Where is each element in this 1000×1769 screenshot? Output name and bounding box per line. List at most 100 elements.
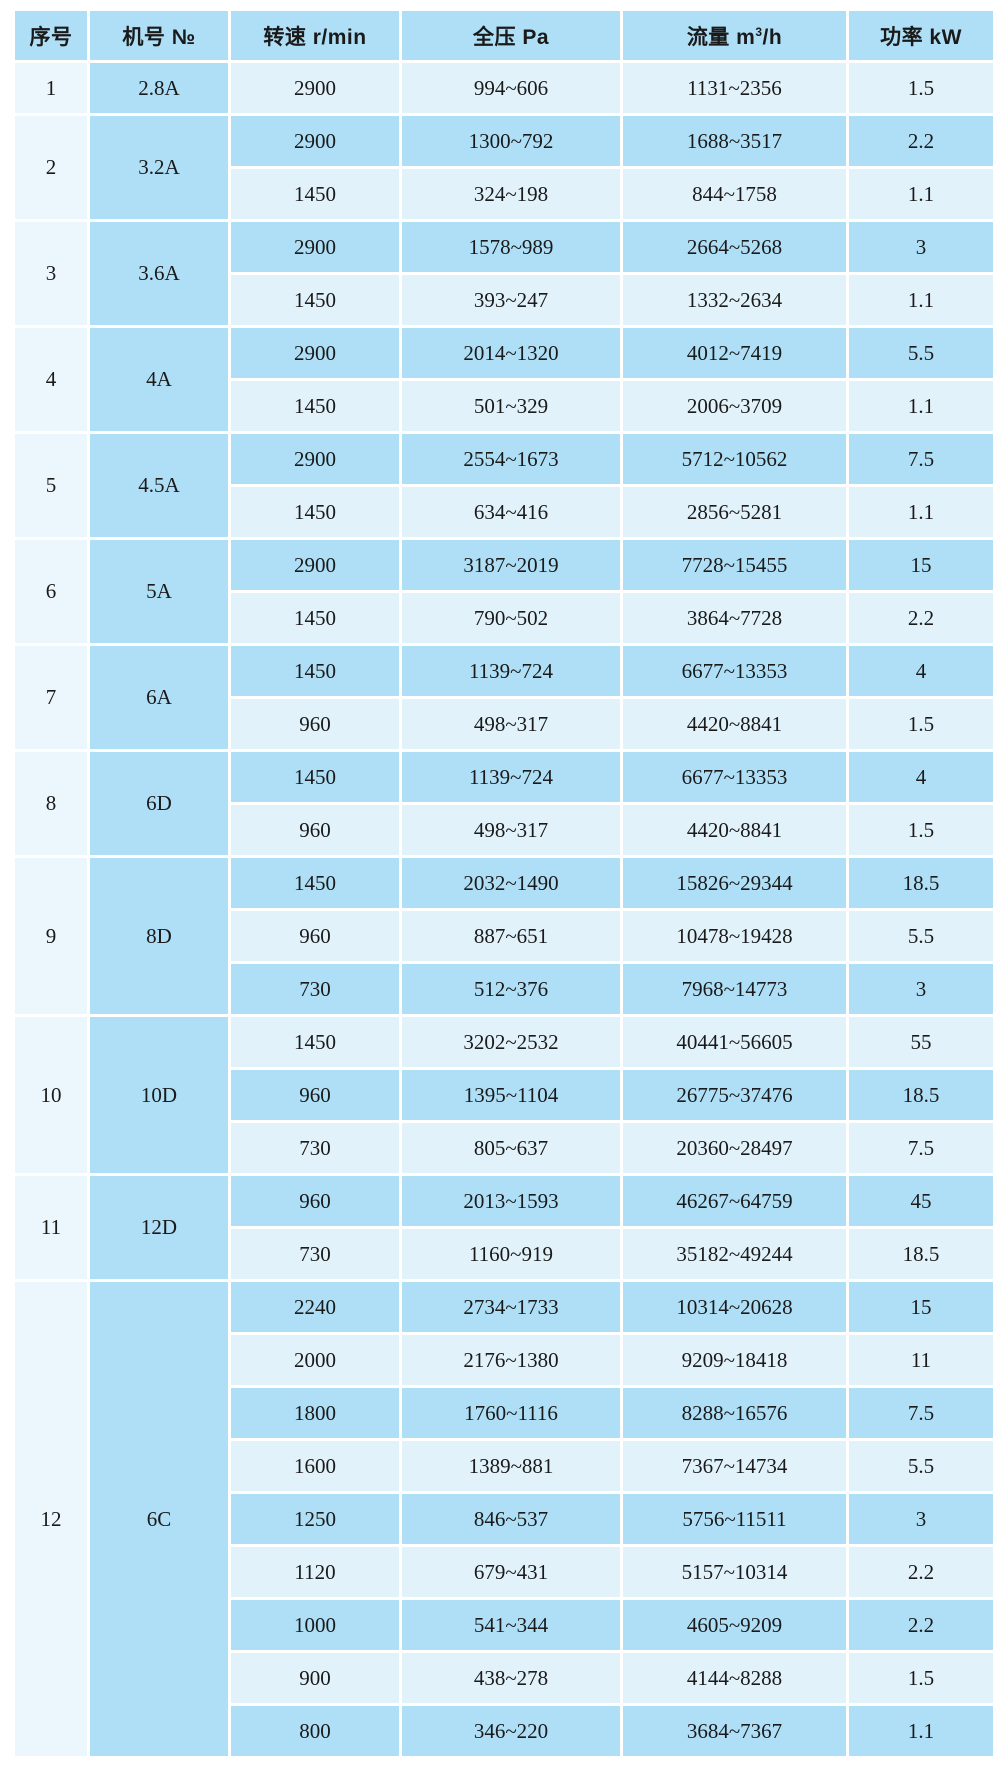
- power-cell: 15: [846, 1279, 996, 1335]
- table-row: 8 6D 1450 1139~724 6677~13353 4: [12, 749, 996, 858]
- flow-cell: 40441~56605: [620, 1014, 849, 1070]
- table-row: 730 1160~919 35182~49244 18.5: [14, 1226, 996, 1282]
- table-header: 序号 机号 № 转速 r/min 全压 Pa 流量 m3/h 功率 kW: [12, 8, 996, 63]
- flow-cell: 15826~29344: [620, 855, 849, 911]
- model-cell: 3.2A: [87, 113, 231, 222]
- model-cell: 6C: [87, 1279, 231, 1759]
- model-cell: 6D: [87, 749, 231, 858]
- power-cell: 3: [846, 1491, 996, 1547]
- power-cell: 55: [846, 1014, 996, 1070]
- speed-cell: 800: [228, 1703, 402, 1759]
- speed-cell: 2900: [228, 219, 402, 275]
- serial-cell: 3: [12, 219, 90, 328]
- speed-cell: 1450: [228, 643, 402, 699]
- speed-cell: 2900: [228, 537, 402, 593]
- speed-cell: 1450: [228, 590, 402, 646]
- pressure-cell: 994~606: [399, 60, 623, 116]
- flow-cell: 4420~8841: [620, 802, 849, 858]
- power-cell: 5.5: [846, 325, 996, 381]
- flow-cell: 3684~7367: [620, 1703, 849, 1759]
- flow-cell: 7367~14734: [620, 1438, 849, 1494]
- flow-cell: 844~1758: [620, 166, 849, 222]
- model-cell: 4.5A: [87, 431, 231, 540]
- pressure-cell: 805~637: [399, 1120, 623, 1176]
- pressure-cell: 679~431: [399, 1544, 623, 1600]
- pressure-cell: 2014~1320: [399, 325, 623, 381]
- power-cell: 1.5: [846, 696, 996, 752]
- table-row: 1450 501~329 2006~3709 1.1: [14, 378, 996, 434]
- speed-cell: 730: [228, 1226, 402, 1282]
- pressure-cell: 846~537: [399, 1491, 623, 1547]
- power-cell: 7.5: [846, 1120, 996, 1176]
- pressure-cell: 2032~1490: [399, 855, 623, 911]
- pressure-cell: 1578~989: [399, 219, 623, 275]
- table-row: 960 498~317 4420~8841 1.5: [14, 802, 996, 858]
- power-cell: 11: [846, 1332, 996, 1388]
- flow-cell: 3864~7728: [620, 590, 849, 646]
- power-cell: 15: [846, 537, 996, 593]
- col-header-serial: 序号: [12, 8, 90, 63]
- flow-cell: 4605~9209: [620, 1597, 849, 1653]
- speed-cell: 1450: [228, 272, 402, 328]
- flow-cell: 6677~13353: [620, 643, 849, 699]
- flow-cell: 1688~3517: [620, 113, 849, 169]
- flow-cell: 8288~16576: [620, 1385, 849, 1441]
- pressure-cell: 324~198: [399, 166, 623, 222]
- table-row: 11 12D 960 2013~1593 46267~64759 45: [12, 1173, 996, 1282]
- flow-cell: 6677~13353: [620, 749, 849, 805]
- pressure-cell: 498~317: [399, 696, 623, 752]
- speed-cell: 1450: [228, 855, 402, 911]
- table-row: 730 512~376 7968~14773 3: [14, 961, 996, 1017]
- pressure-cell: 1395~1104: [399, 1067, 623, 1123]
- serial-cell: 5: [12, 431, 90, 540]
- table-row: 7 6A 1450 1139~724 6677~13353 4: [12, 643, 996, 752]
- pressure-cell: 2176~1380: [399, 1332, 623, 1388]
- power-cell: 5.5: [846, 1438, 996, 1494]
- power-cell: 2.2: [846, 590, 996, 646]
- col-header-power: 功率 kW: [846, 8, 996, 63]
- flow-cell: 7728~15455: [620, 537, 849, 593]
- serial-cell: 10: [12, 1014, 90, 1176]
- pressure-cell: 1139~724: [399, 643, 623, 699]
- flow-cell: 5157~10314: [620, 1544, 849, 1600]
- serial-cell: 11: [12, 1173, 90, 1282]
- pressure-cell: 1300~792: [399, 113, 623, 169]
- model-cell: 3.6A: [87, 219, 231, 328]
- power-cell: 2.2: [846, 113, 996, 169]
- pressure-cell: 1160~919: [399, 1226, 623, 1282]
- speed-cell: 960: [228, 908, 402, 964]
- flow-cell: 10314~20628: [620, 1279, 849, 1335]
- table-row: 1450 393~247 1332~2634 1.1: [14, 272, 996, 328]
- flow-cell: 10478~19428: [620, 908, 849, 964]
- table-row: 1000 541~344 4605~9209 2.2: [14, 1597, 996, 1653]
- flow-cell: 26775~37476: [620, 1067, 849, 1123]
- table-row: 12 6C 2240 2734~1733 10314~20628 15: [12, 1279, 996, 1759]
- power-cell: 7.5: [846, 431, 996, 487]
- speed-cell: 960: [228, 1067, 402, 1123]
- table-row: 960 498~317 4420~8841 1.5: [14, 696, 996, 752]
- power-cell: 1.5: [846, 1650, 996, 1706]
- model-cell: 2.8A: [87, 60, 231, 116]
- speed-cell: 960: [228, 802, 402, 858]
- power-cell: 18.5: [846, 855, 996, 911]
- speed-cell: 730: [228, 1120, 402, 1176]
- speed-cell: 1800: [228, 1385, 402, 1441]
- serial-cell: 1: [12, 60, 90, 116]
- power-cell: 3: [846, 961, 996, 1017]
- model-cell: 8D: [87, 855, 231, 1017]
- flow-cell: 4012~7419: [620, 325, 849, 381]
- table-row: 900 438~278 4144~8288 1.5: [14, 1650, 996, 1706]
- table-row: 730 805~637 20360~28497 7.5: [14, 1120, 996, 1176]
- table-row: 9 8D 1450 2032~1490 15826~29344 18.5: [12, 855, 996, 1017]
- model-cell: 12D: [87, 1173, 231, 1282]
- table-row: 1450 324~198 844~1758 1.1: [14, 166, 996, 222]
- speed-cell: 1120: [228, 1544, 402, 1600]
- table-row: 2 3.2A 2900 1300~792 1688~3517 2.2: [12, 113, 996, 222]
- table-row: 5 4.5A 2900 2554~1673 5712~10562 7.5: [12, 431, 996, 540]
- flow-cell: 1131~2356: [620, 60, 849, 116]
- speed-cell: 1450: [228, 166, 402, 222]
- pressure-cell: 541~344: [399, 1597, 623, 1653]
- speed-cell: 1450: [228, 749, 402, 805]
- power-cell: 2.2: [846, 1544, 996, 1600]
